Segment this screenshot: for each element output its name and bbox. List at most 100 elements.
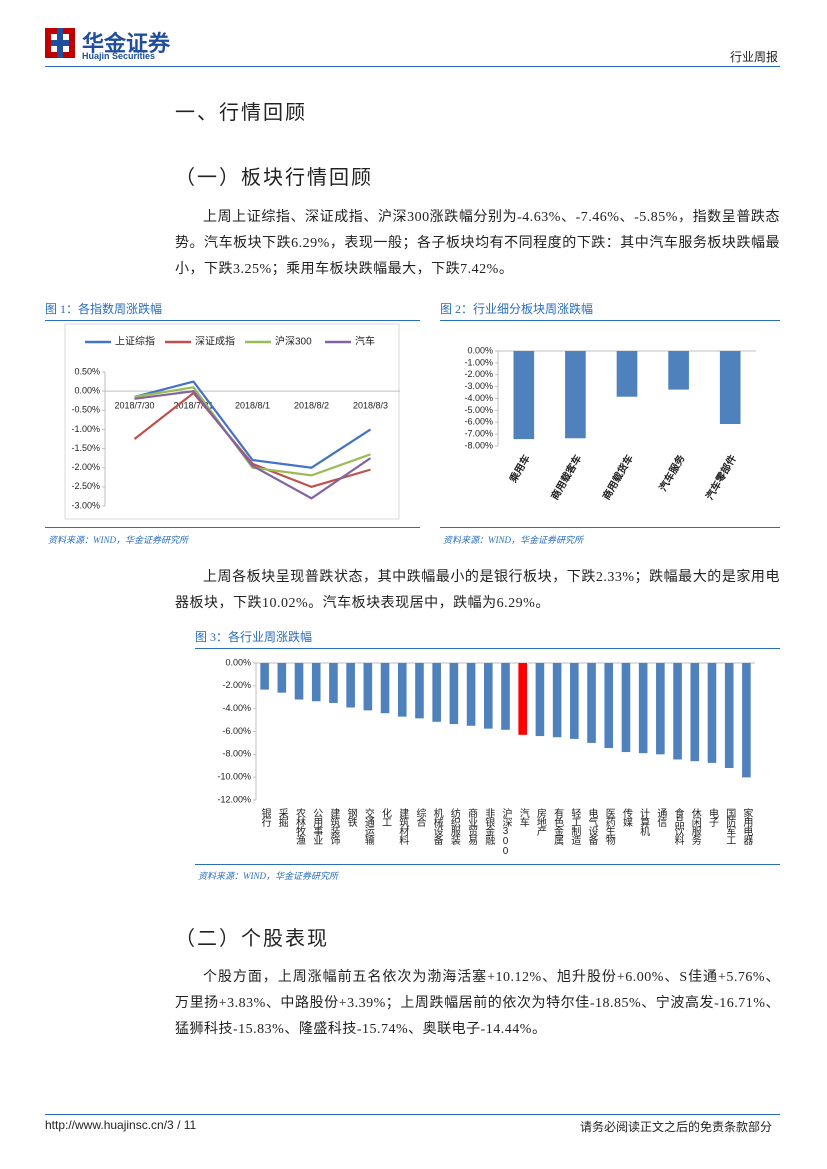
y-tick-label: -10.00% [217,772,251,782]
bar [260,663,269,690]
bar [484,663,493,729]
footer-rule [45,1114,780,1115]
bar [432,663,441,722]
figure-title: 图 3：各行业周涨跌幅 [195,628,780,649]
y-tick-label: -4.00% [222,703,251,713]
bar [398,663,407,717]
bar [742,663,751,777]
bar [513,351,534,439]
x-tick-label: 纺织服装 [448,807,460,846]
x-tick-label: 公用事业 [311,808,323,845]
figure-rule [195,864,780,865]
x-tick-label: 医药生物 [603,808,615,846]
x-tick-label: 采掘 [276,808,288,828]
bar [501,663,510,730]
bar [329,663,338,703]
y-tick-label: -8.00% [464,440,493,450]
x-tick-label: 房地产 [534,807,546,837]
x-tick-label: 交通运输 [362,807,374,846]
legend-label: 汽车 [355,335,375,348]
y-tick-label: -3.00% [71,500,100,510]
footer-url: http://www.huajinsc.cn/3 / 11 [45,1118,196,1132]
x-tick-label: 国防军工 [724,808,736,844]
x-tick-label: 2018/8/2 [294,401,329,411]
y-tick-label: -2.00% [71,462,100,472]
x-tick-label: 通信 [655,808,667,828]
x-tick-label: 家用电器 [741,807,753,846]
bar [690,663,699,761]
y-tick-label: -7.00% [464,429,493,439]
x-tick-label: 汽车零部件 [703,452,739,502]
bar [450,663,459,724]
subsection-title: （一）板块行情回顾 [175,161,373,190]
x-tick-label: 2018/8/1 [235,401,270,411]
bar [565,351,586,438]
bar [617,351,638,397]
bar [708,663,717,763]
x-tick-label: 化工 [380,807,392,826]
report-type: 行业周报 [730,48,778,65]
footer-notice: 请务必阅读正文之后的免责条款部分 [580,1118,772,1135]
bar [467,663,476,726]
bar [364,663,373,710]
bar [570,663,579,739]
bar [673,663,682,759]
bar [536,663,545,736]
x-tick-label: 商用载客车 [548,452,584,502]
x-tick-label: 建筑材料 [397,807,409,846]
header-rule [45,66,780,67]
y-tick-label: -1.00% [464,357,493,367]
y-tick-label: 0.50% [74,366,100,376]
line-chart: 0.50%0.00%-0.50%-1.00%-1.50%-2.00%-2.50%… [45,322,420,522]
bar [415,663,424,718]
bar [278,663,287,693]
x-tick-label: 综合 [414,807,426,828]
figure-rule [45,527,420,528]
bar [346,663,355,708]
y-tick-label: -1.50% [71,443,100,453]
logo-en: Huajin Securities [82,51,155,61]
paragraph: 个股方面，上周涨幅前五名依次为渤海活塞+10.12%、旭升股份+6.00%、S佳… [175,965,780,1043]
x-tick-label: 汽车 [517,807,529,828]
y-tick-label: -8.00% [222,749,251,759]
x-tick-label: 电子 [706,807,718,827]
y-tick-label: -2.50% [71,481,100,491]
bar [381,663,390,713]
logo-icon [45,28,77,60]
y-tick-label: -12.00% [217,794,251,804]
x-tick-label: 机械设备 [431,807,443,846]
x-tick-label: 汽车服务 [656,451,688,493]
bar [295,663,304,700]
figure-title: 图 2：行业细分板块周涨跌幅 [440,300,780,321]
y-tick-label: 0.00% [74,386,100,396]
bar [656,663,665,754]
legend-label: 深证成指 [195,335,235,348]
x-tick-label: 休闲服务 [689,808,701,846]
y-tick-label: -0.50% [71,405,100,415]
bar-chart: 0.00%-2.00%-4.00%-6.00%-8.00%-10.00%-12.… [195,648,780,863]
y-tick-label: 0.00% [225,657,251,667]
x-tick-label: 有色金属 [552,807,564,846]
bar [312,663,321,701]
figure-title: 图 1：各指数周涨跌幅 [45,300,420,321]
bar [720,351,741,424]
bar-chart: 0.00%-1.00%-2.00%-3.00%-4.00%-5.00%-6.00… [440,322,780,522]
y-tick-label: -2.00% [222,680,251,690]
source: 资料来源：WIND，华金证券研究所 [48,533,188,546]
bar [587,663,596,743]
bar [639,663,648,753]
y-tick-label: -5.00% [464,405,493,415]
x-tick-label: 建筑装饰 [328,807,340,846]
bar [668,351,689,390]
y-tick-label: -4.00% [464,393,493,403]
x-tick-label: 农林牧渔 [294,807,306,846]
bar [622,663,631,752]
source: 资料来源：WIND，华金证券研究所 [198,869,338,882]
x-tick-label: 食品饮料 [672,807,684,846]
bar [604,663,613,748]
bar [518,663,527,735]
x-tick-label: 钢铁 [345,807,357,828]
paragraph: 上周上证综指、深证成指、沪深300涨跌幅分别为-4.63%、-7.46%、-5.… [175,205,780,283]
paragraph: 上周各板块呈现普跌状态，其中跌幅最小的是银行板块，下跌2.33%；跌幅最大的是家… [175,565,780,617]
y-tick-label: -6.00% [464,417,493,427]
